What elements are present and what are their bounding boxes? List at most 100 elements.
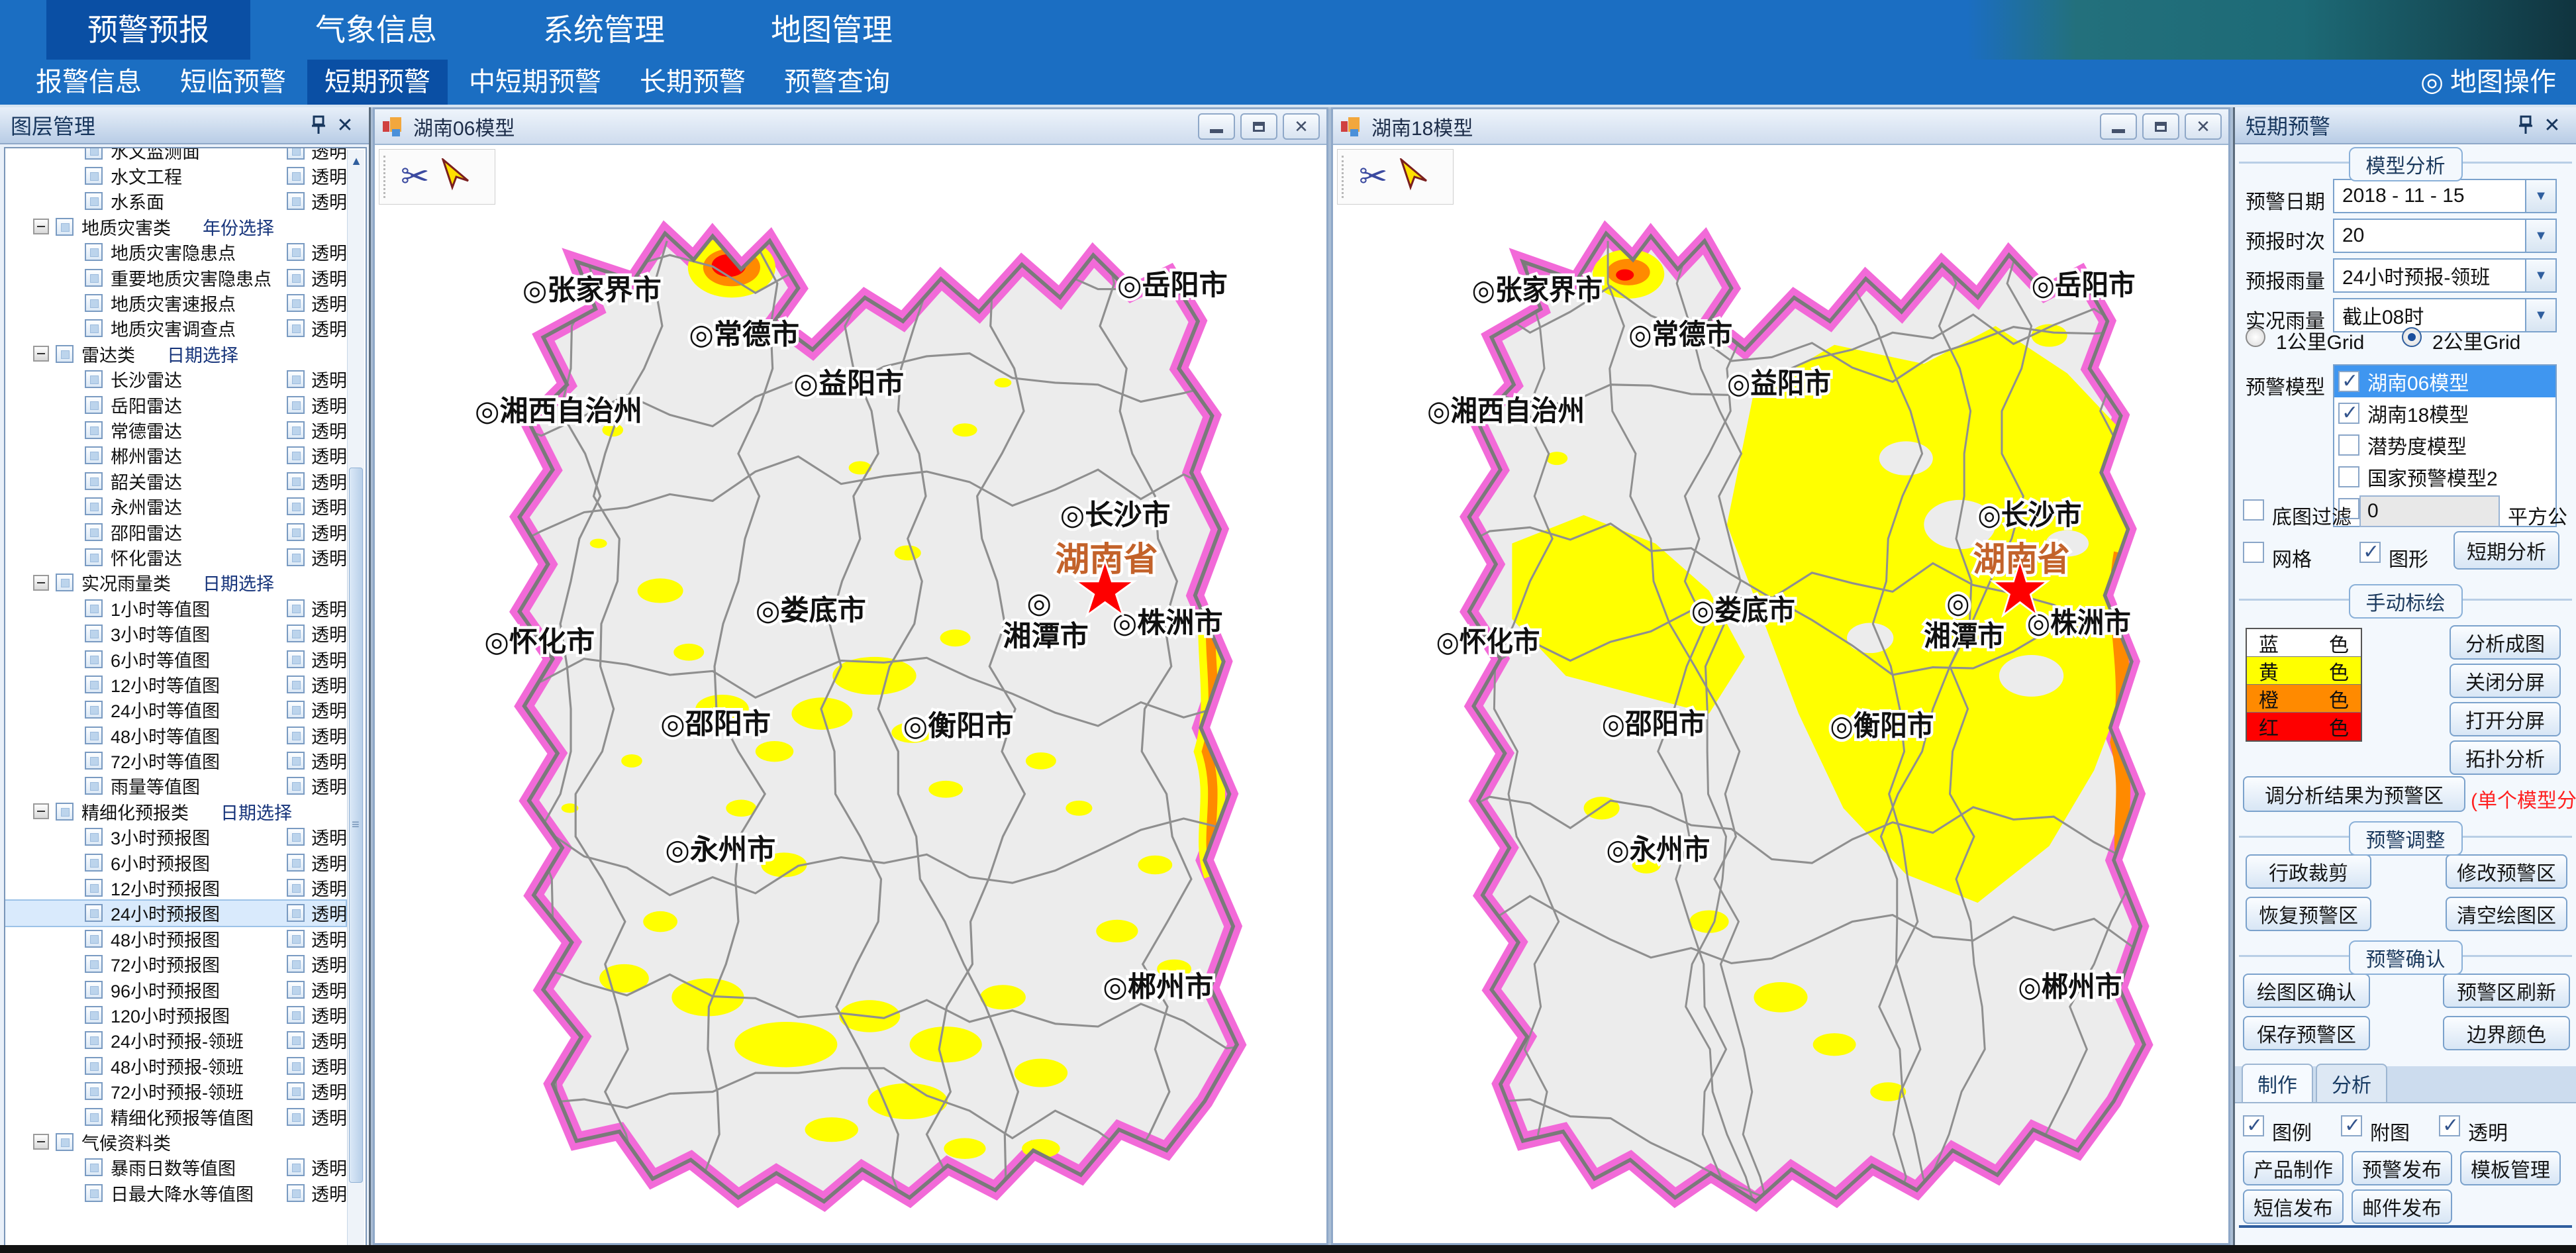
tree-item-3小时等值图[interactable]: 3小时等值图 透明 <box>5 621 347 646</box>
model-checkbox[interactable] <box>2338 401 2359 425</box>
color-item-橙[interactable]: 橙色 <box>2247 685 2361 713</box>
layer-checkbox[interactable] <box>85 148 103 160</box>
submenu-item-2[interactable]: 短期预警 <box>307 60 448 105</box>
map-canvas[interactable]: ✂ <box>1333 146 2228 1243</box>
layer-checkbox[interactable] <box>85 625 103 643</box>
window-titlebar[interactable]: 湖南06模型 ✕ <box>375 109 1326 145</box>
tree-item-48小时预报-领班[interactable]: 48小时预报-领班 透明 <box>5 1053 347 1078</box>
select-tool-icon[interactable] <box>1399 156 1428 196</box>
transparent-checkbox[interactable] <box>287 828 305 846</box>
transparent-checkbox[interactable] <box>287 726 305 744</box>
tree-item-24小时等值图[interactable]: 24小时等值图 透明 <box>5 697 347 723</box>
transparent-checkbox[interactable] <box>287 446 305 465</box>
dropdown-2[interactable]: 24小时预报-领班 ▼ <box>2333 258 2557 293</box>
window-titlebar[interactable]: 湖南18模型 ✕ <box>1333 109 2228 145</box>
chevron-down-icon[interactable]: ▼ <box>2525 299 2555 331</box>
button-拓扑分析[interactable]: 拓扑分析 <box>2450 740 2561 775</box>
layer-checkbox[interactable] <box>85 980 103 999</box>
transparent-checkbox[interactable] <box>287 421 305 439</box>
layer-checkbox[interactable] <box>85 701 103 719</box>
layer-checkbox[interactable] <box>85 167 103 185</box>
tree-item-6小时预报图[interactable]: 6小时预报图 透明 <box>5 850 347 875</box>
tree-item-长沙雷达[interactable]: 长沙雷达 透明 <box>5 367 347 392</box>
submenu-item-3[interactable]: 中短期预警 <box>469 68 601 97</box>
transparent-checkbox[interactable] <box>287 319 305 338</box>
layer-checkbox[interactable] <box>85 675 103 693</box>
tree-item-韶关雷达[interactable]: 韶关雷达 透明 <box>5 468 347 493</box>
tree-scrollbar[interactable]: ▲ ▼ <box>347 150 364 1253</box>
transparent-checkbox[interactable] <box>287 752 305 770</box>
close-button[interactable]: ✕ <box>1283 113 1320 140</box>
layer-checkbox[interactable] <box>85 370 103 389</box>
tree-item-地质灾害调查点[interactable]: 地质灾害调查点 透明 <box>5 316 347 341</box>
layer-checkbox[interactable] <box>85 828 103 846</box>
layer-checkbox[interactable] <box>85 879 103 897</box>
layer-checkbox[interactable] <box>85 650 103 668</box>
button-恢复预警区[interactable]: 恢复预警区 <box>2246 897 2371 931</box>
button-绘图区确认[interactable]: 绘图区确认 <box>2243 974 2370 1008</box>
layer-checkbox[interactable] <box>85 929 103 948</box>
checkbox-附图[interactable] <box>2341 1114 2362 1137</box>
tree-item-岳阳雷达[interactable]: 岳阳雷达 透明 <box>5 392 347 417</box>
layer-checkbox[interactable] <box>85 523 103 541</box>
tree-parent-气候资料类[interactable]: 气候资料类 <box>5 1129 346 1154</box>
tree-parent-地质灾害类[interactable]: 地质灾害类 年份选择 <box>5 214 346 239</box>
layer-checkbox[interactable] <box>85 1005 103 1024</box>
button-邮件发布[interactable]: 邮件发布 <box>2352 1189 2452 1224</box>
tree-extra-link[interactable]: 年份选择 <box>203 218 274 238</box>
model-checkbox[interactable] <box>2338 434 2359 456</box>
pin-icon[interactable] <box>305 112 332 138</box>
layer-checkbox[interactable] <box>85 497 103 516</box>
tree-parent-雷达类[interactable]: 雷达类 日期选择 <box>5 341 346 366</box>
tree-item-3小时预报图[interactable]: 3小时预报图 透明 <box>5 825 347 850</box>
model-item-潜势度模型[interactable]: 潜势度模型 <box>2334 429 2555 461</box>
button-行政裁剪[interactable]: 行政裁剪 <box>2246 854 2371 889</box>
transparent-checkbox[interactable] <box>287 497 305 516</box>
transparent-checkbox[interactable] <box>287 904 305 923</box>
layer-checkbox[interactable] <box>85 853 103 872</box>
transparent-checkbox[interactable] <box>287 268 305 287</box>
chevron-down-icon[interactable]: ▼ <box>2525 260 2555 291</box>
button-关闭分屏[interactable]: 关闭分屏 <box>2450 664 2561 698</box>
tree-item-96小时预报图[interactable]: 96小时预报图 透明 <box>5 977 347 1002</box>
dropdown-3[interactable]: 截止08时 ▼ <box>2333 298 2557 332</box>
expand-icon[interactable] <box>33 346 49 362</box>
button-修改预警区[interactable]: 修改预警区 <box>2446 854 2567 889</box>
layer-checkbox[interactable] <box>85 752 103 770</box>
transparent-checkbox[interactable] <box>287 701 305 719</box>
layer-checkbox[interactable] <box>85 192 103 211</box>
layer-checkbox[interactable] <box>85 446 103 465</box>
map-canvas[interactable]: ✂ <box>375 146 1326 1243</box>
transparent-checkbox[interactable] <box>287 675 305 693</box>
transparent-checkbox[interactable] <box>287 625 305 643</box>
tab-分析[interactable]: 分析 <box>2316 1064 2387 1102</box>
model-item-湖南06模型[interactable]: 湖南06模型 <box>2334 366 2555 397</box>
layer-checkbox[interactable] <box>85 1056 103 1075</box>
layer-checkbox[interactable] <box>85 268 103 287</box>
submenu-item-1[interactable]: 短临预警 <box>180 68 286 97</box>
transparent-checkbox[interactable] <box>287 294 305 313</box>
transparent-checkbox[interactable] <box>287 1107 305 1126</box>
transparent-checkbox[interactable] <box>287 395 305 414</box>
layer-checkbox[interactable] <box>56 574 74 592</box>
tree-extra-link[interactable]: 日期选择 <box>221 803 292 823</box>
layer-checkbox[interactable] <box>85 599 103 617</box>
tree-item-24小时预报-领班[interactable]: 24小时预报-领班 透明 <box>5 1028 347 1053</box>
checkbox-透明[interactable] <box>2439 1114 2460 1137</box>
graph-checkbox[interactable] <box>2359 540 2381 564</box>
layer-checkbox[interactable] <box>56 217 74 236</box>
clip-tool-icon[interactable]: ✂ <box>401 158 430 196</box>
use-analysis-as-warning-button[interactable]: 调分析结果为预警区 <box>2243 776 2465 812</box>
transparent-checkbox[interactable] <box>287 523 305 541</box>
short-term-analyze-button[interactable]: 短期分析 <box>2453 531 2559 570</box>
model-checkbox[interactable] <box>2338 370 2359 393</box>
expand-icon[interactable] <box>33 803 49 820</box>
transparent-checkbox[interactable] <box>287 650 305 668</box>
button-清空绘图区[interactable]: 清空绘图区 <box>2446 897 2567 931</box>
radio-2km-grid[interactable] <box>2402 327 2422 347</box>
tree-item-永州雷达[interactable]: 永州雷达 透明 <box>5 493 347 519</box>
submenu-item-4[interactable]: 长期预警 <box>640 68 746 97</box>
tree-item-48小时预报图[interactable]: 48小时预报图 透明 <box>5 926 347 951</box>
transparent-checkbox[interactable] <box>287 1031 305 1050</box>
minimize-button[interactable] <box>1198 113 1235 140</box>
